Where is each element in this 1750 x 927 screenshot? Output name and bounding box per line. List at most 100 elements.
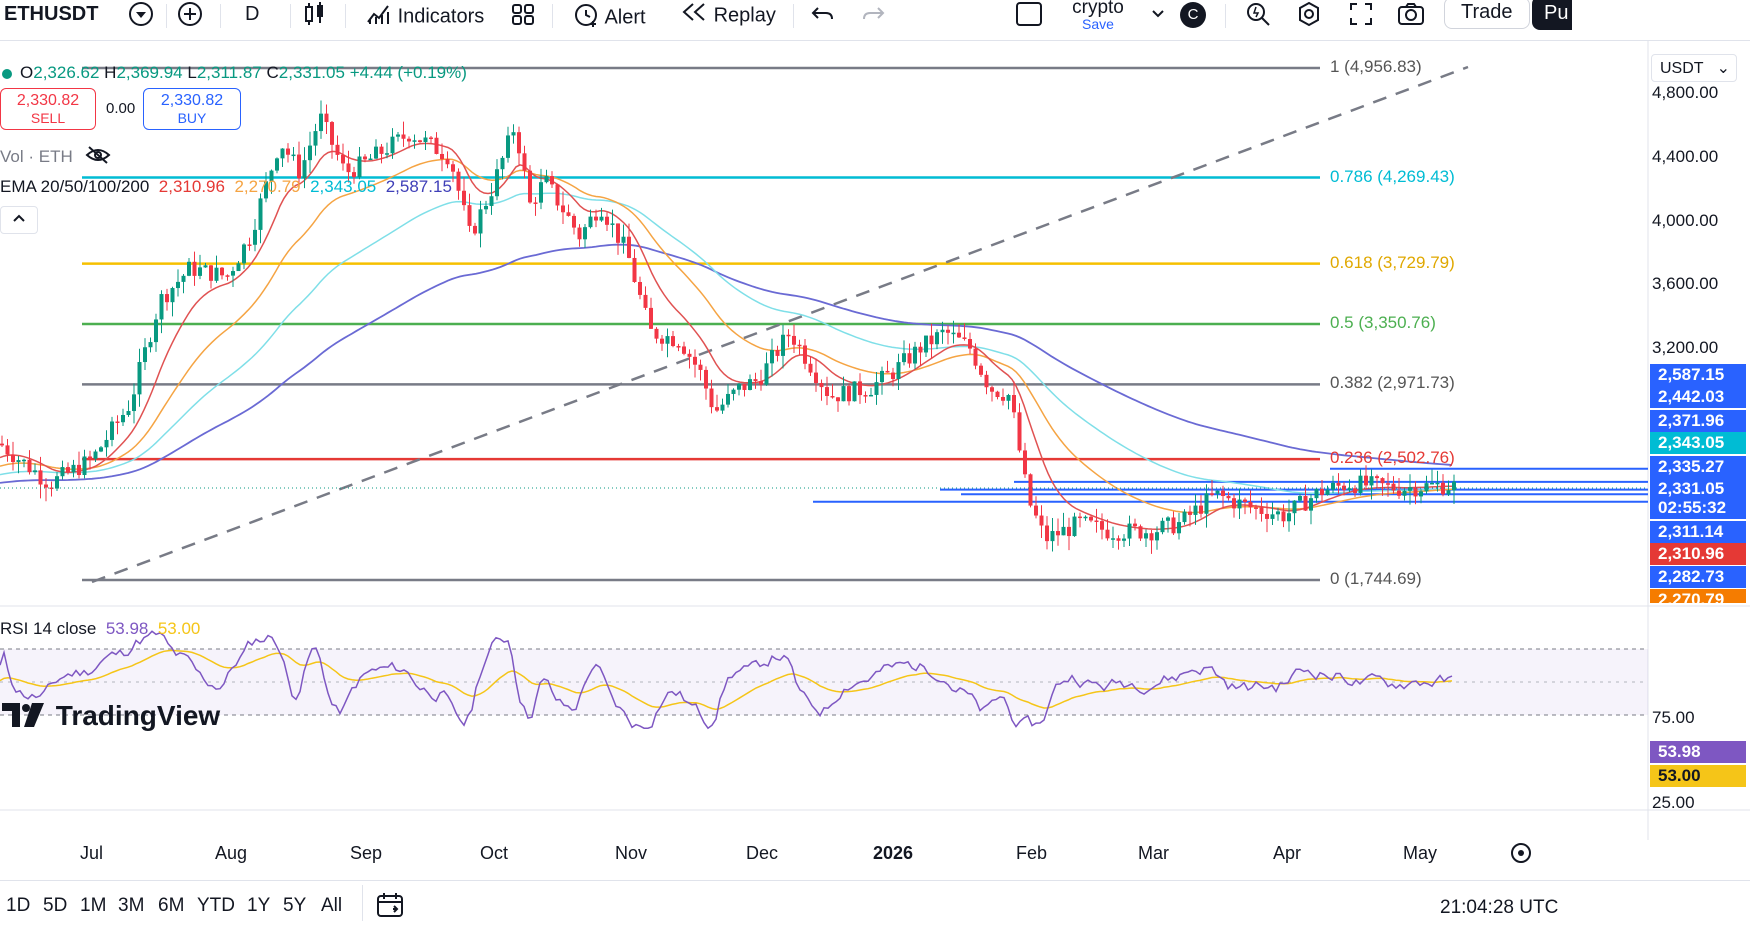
collapse-legend-button[interactable] <box>0 206 38 234</box>
currency-selector[interactable]: USDT ⌄ <box>1651 54 1737 82</box>
candle-body <box>374 146 378 159</box>
candle-body <box>990 387 994 392</box>
add-to-watchlist-icon[interactable] <box>126 0 156 30</box>
candle-body <box>1336 482 1341 486</box>
snapshot-camera-icon[interactable] <box>1396 0 1426 30</box>
candle-body <box>1215 490 1220 494</box>
go-to-date-calendar-icon[interactable] <box>375 891 405 924</box>
chevron-down-icon[interactable] <box>1148 0 1168 30</box>
undo-icon[interactable] <box>810 0 836 30</box>
chart-canvas[interactable] <box>0 40 1750 840</box>
fib-level-label: 0.382 (2,971.73) <box>1330 373 1455 393</box>
candle-body <box>1298 496 1302 501</box>
candle-body <box>115 421 120 423</box>
candle-body <box>1149 533 1154 541</box>
candle-body <box>973 348 978 366</box>
candle-body <box>451 164 455 172</box>
range-button-1y[interactable]: 1Y <box>247 895 271 916</box>
candle-body <box>423 137 428 143</box>
buy-button[interactable]: 2,330.82 BUY <box>143 88 241 130</box>
candle-body <box>1281 511 1286 522</box>
range-button-3m[interactable]: 3M <box>118 895 145 916</box>
candle-body <box>247 244 252 246</box>
indicators-button[interactable]: Indicators <box>366 0 484 30</box>
range-button-all[interactable]: All <box>321 895 343 916</box>
redo-icon[interactable] <box>860 0 886 30</box>
candle-body <box>1166 517 1170 521</box>
range-button-1d[interactable]: 1D <box>6 895 31 916</box>
trade-button[interactable]: Trade <box>1444 0 1530 29</box>
settings-target-icon[interactable] <box>1508 840 1534 871</box>
symbol-search[interactable]: ETHUSDT <box>4 3 99 25</box>
time-axis-label: Mar <box>1138 843 1169 863</box>
range-button-ytd[interactable]: YTD <box>197 895 235 916</box>
candle-body <box>770 350 774 364</box>
volume-legend[interactable]: Vol · ETH <box>0 145 111 170</box>
candle-body <box>11 454 15 463</box>
time-axis-label: Feb <box>1016 843 1048 863</box>
interval-selector[interactable]: D <box>245 3 260 25</box>
replay-button[interactable]: Replay <box>680 0 776 30</box>
chart-type-candles-icon[interactable] <box>302 0 328 30</box>
time-axis-label: May <box>1403 843 1438 863</box>
candle-body <box>759 381 763 385</box>
candle-body <box>940 329 945 333</box>
alert-button[interactable]: Alert <box>572 0 646 30</box>
candle-body <box>709 388 714 408</box>
low-value: 2,311.87 <box>196 63 262 82</box>
candle-body <box>1028 474 1033 506</box>
layout-name-button[interactable]: crypto Save <box>1068 0 1128 31</box>
eye-hidden-icon[interactable] <box>85 145 111 170</box>
quick-search-icon[interactable] <box>1244 0 1272 30</box>
candle-body <box>924 335 928 353</box>
open-label: O <box>20 63 34 82</box>
candle-body <box>126 411 131 415</box>
candle-body <box>797 344 802 347</box>
settings-gear-icon[interactable] <box>1295 0 1323 30</box>
time-axis-label: Apr <box>1273 843 1302 863</box>
utc-clock[interactable]: 21:04:28 UTC <box>1440 897 1559 918</box>
candle-body <box>506 135 510 158</box>
rsi-legend: RSI 14 close 53.98 53.00 <box>0 619 200 639</box>
price-tag: 2,311.14 <box>1650 521 1746 543</box>
bottom-bar: 1D 5D 1M 3M 6M YTD 1Y 5Y All 21:04:28 UTC <box>0 880 1750 927</box>
sell-button[interactable]: 2,330.82 SELL <box>0 88 96 130</box>
layout-icon[interactable] <box>1014 0 1044 30</box>
candle-body <box>1100 521 1104 530</box>
candle-body <box>1006 395 1011 401</box>
candle-body <box>319 113 323 132</box>
price-tag: 02:55:32 <box>1650 497 1746 519</box>
candle-body <box>1072 516 1077 537</box>
sell-label: SELL <box>30 110 66 126</box>
candle-body <box>781 334 785 356</box>
price-tag: 2,442.03 <box>1650 386 1746 408</box>
candle-body <box>412 140 417 142</box>
candle-body <box>429 137 433 139</box>
candle-body <box>544 176 549 183</box>
candle-body <box>913 346 917 364</box>
candle-body <box>49 487 54 490</box>
candle-body <box>1039 515 1044 526</box>
compare-symbol-icon[interactable] <box>175 0 205 30</box>
candle-body <box>814 372 818 383</box>
range-button-6m[interactable]: 6M <box>158 895 185 916</box>
tradingview-logo[interactable]: TradingView <box>2 700 220 734</box>
fullscreen-icon[interactable] <box>1347 0 1375 30</box>
candle-body <box>1133 523 1137 527</box>
candle-body <box>995 391 1000 398</box>
change-value: +4.44 (+0.19%) <box>349 63 467 82</box>
avatar[interactable]: C <box>1180 2 1206 28</box>
candle-body <box>352 172 356 178</box>
candle-body <box>1078 516 1082 519</box>
candle-body <box>1138 526 1143 539</box>
range-button-5d[interactable]: 5D <box>43 895 68 916</box>
templates-grid-icon[interactable] <box>510 0 536 30</box>
candle-body <box>1391 483 1396 491</box>
low-label: L <box>187 63 197 82</box>
publish-button[interactable]: Pu <box>1532 0 1572 30</box>
candle-body <box>104 439 109 448</box>
candle-body <box>1083 516 1088 519</box>
range-button-5y[interactable]: 5Y <box>283 895 307 916</box>
candle-body <box>550 176 554 185</box>
range-button-1m[interactable]: 1M <box>80 895 107 916</box>
